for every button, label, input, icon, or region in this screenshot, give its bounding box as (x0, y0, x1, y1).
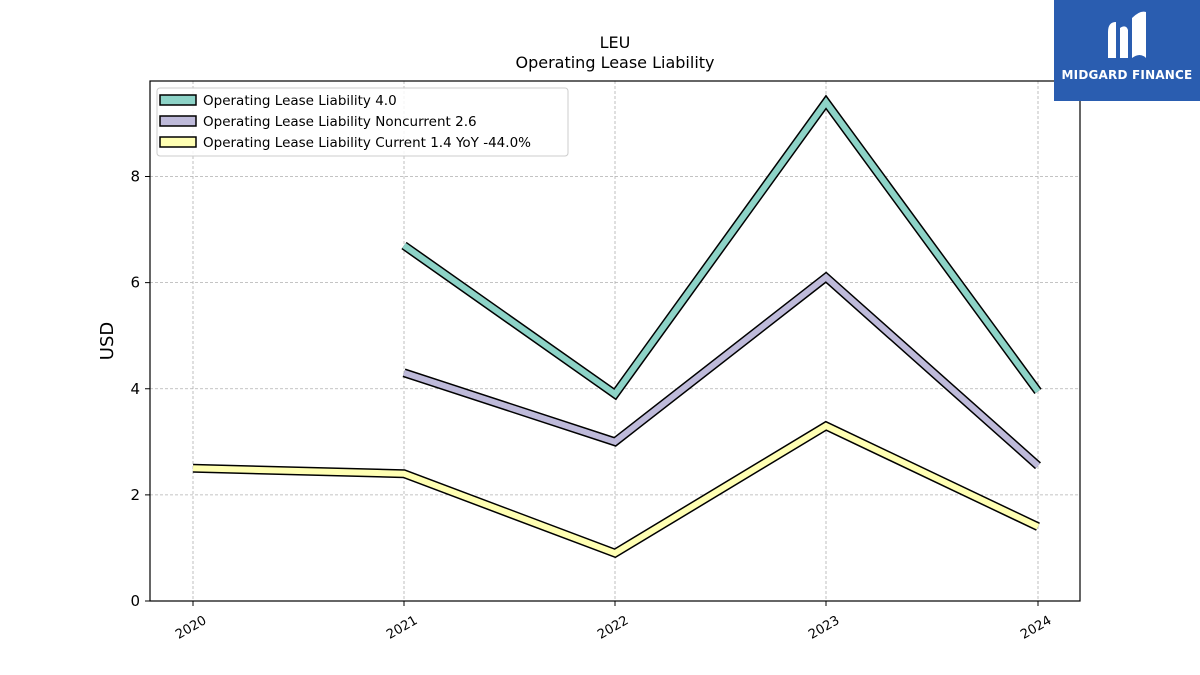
legend: Operating Lease Liability 4.0 Operating L… (156, 87, 569, 157)
chart-subtitle: Operating Lease Liability (515, 53, 714, 72)
x-tick-label: 2023 (806, 613, 842, 643)
x-tick-label: 2024 (1018, 613, 1054, 643)
brand-logo: MIDGARD FINANCE (1054, 0, 1200, 101)
series-line-fill (402, 97, 1041, 399)
chart-title: LEU (600, 33, 631, 52)
legend-label: Operating Lease Liability Current 1.4 Yo… (203, 135, 531, 151)
legend-swatch (159, 136, 197, 148)
y-tick-label: 8 (130, 168, 140, 186)
x-tick-label: 2021 (384, 613, 420, 643)
grid-lines (150, 81, 1080, 601)
y-axis-label: USD (97, 322, 118, 360)
x-tick-label: 2020 (173, 613, 209, 643)
x-axis: 2020 2021 2022 2023 2024 (173, 601, 1054, 643)
legend-item: Operating Lease Liability Noncurrent 2.6 (159, 114, 477, 130)
brand-name: MIDGARD FINANCE (1061, 68, 1193, 82)
series-line (192, 420, 1040, 559)
series-group (192, 94, 1042, 559)
series-line-fill (192, 422, 1040, 557)
series-line-fill (403, 273, 1040, 468)
y-tick-label: 2 (130, 486, 140, 504)
series-line-outline (402, 271, 1041, 470)
y-tick-label: 4 (130, 380, 140, 398)
legend-box (156, 87, 569, 157)
legend-item: Operating Lease Liability 4.0 (159, 93, 397, 109)
series-line (401, 94, 1042, 401)
midgard-m-icon (1108, 11, 1146, 59)
legend-label: Operating Lease Liability 4.0 (203, 93, 397, 109)
x-tick-label: 2022 (595, 613, 631, 643)
y-tick-label: 0 (130, 592, 140, 610)
legend-label: Operating Lease Liability Noncurrent 2.6 (203, 114, 477, 130)
legend-swatch (159, 115, 197, 127)
y-tick-label: 6 (130, 274, 140, 292)
y-axis: 0 2 4 6 8 (130, 168, 150, 610)
legend-swatch (159, 94, 197, 106)
legend-item: Operating Lease Liability Current 1.4 Yo… (159, 135, 531, 151)
series-line (402, 271, 1041, 470)
